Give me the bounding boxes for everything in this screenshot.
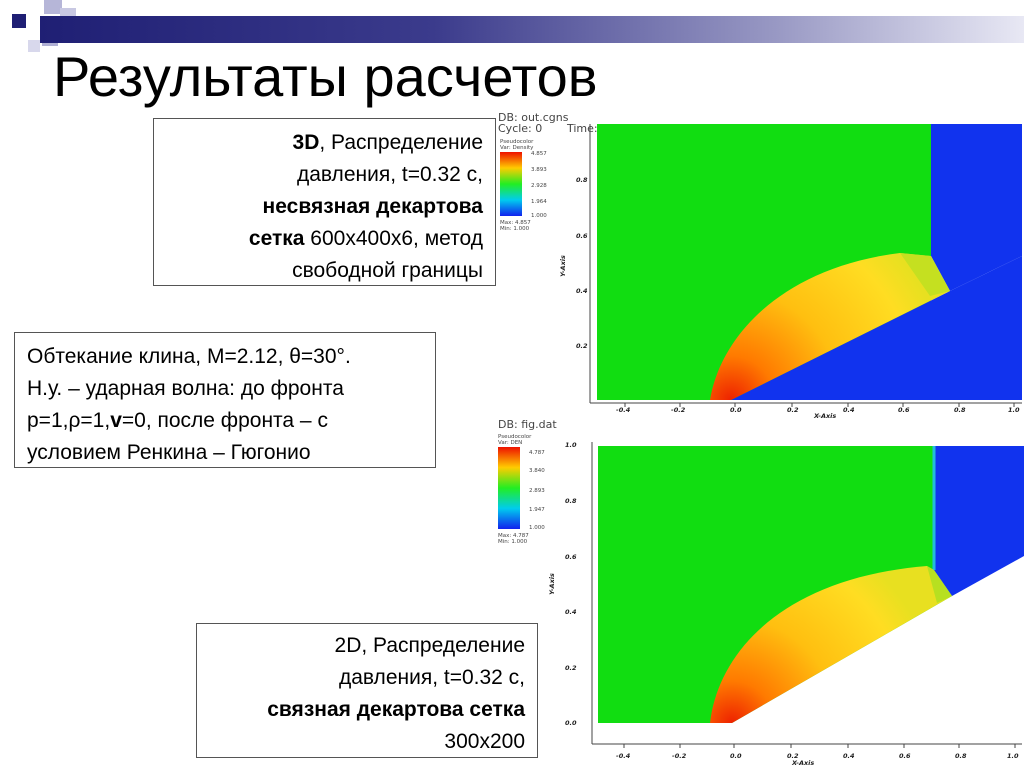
plot-bottom-db-label: DB: fig.dat	[498, 418, 557, 431]
box2d-line-4: 300x200	[444, 730, 525, 753]
plot-bottom-x-tick: -0.4	[616, 752, 631, 760]
box2d-line-1: 2D, Распределение	[334, 634, 525, 657]
plot-top-y-axis-label: Y-Axis	[558, 255, 567, 277]
plot-bottom-y-axis-label: Y-Axis	[547, 573, 556, 595]
text-box-2d: 2D, Распределение давления, t=0.32 с, св…	[196, 623, 538, 758]
plot-bottom-y-tick: 0.4	[565, 608, 577, 616]
plot-bottom-x-tick: 0.8	[955, 752, 967, 760]
plot-top-colorbar	[500, 152, 522, 216]
box3d-line-5: свободной границы	[292, 259, 483, 282]
plot-top-legend-var: Var: Density	[500, 145, 534, 151]
plot-top-x-tick: 0.0	[730, 406, 742, 414]
plot-top-x-tick: 0.4	[843, 406, 855, 414]
box3d-line-1: 3D, Распределение	[292, 131, 483, 154]
plot-bottom-y-tick: 0.6	[565, 553, 577, 561]
plot-bottom-max: Max: 4.787	[498, 533, 529, 539]
box3d-line-3: несвязная декартова	[262, 195, 483, 218]
plot-bottom-y-tick: 1.0	[565, 441, 577, 449]
plot-top-legend-tick: 4.857	[531, 151, 547, 157]
box3d-line-2: давления, t=0.32 с,	[296, 163, 483, 186]
plot-bottom-x-tick: 1.0	[1007, 752, 1019, 760]
plot-bottom-x-tick: -0.2	[672, 752, 687, 760]
plot-bottom-legend-type: Pseudocolor	[498, 434, 532, 440]
plot-bottom-min: Min: 1.000	[498, 539, 528, 545]
plot-top-x-tick: 0.6	[898, 406, 910, 414]
plot-bottom-x-tick: 0.6	[899, 752, 911, 760]
deco-square-lavender	[44, 0, 62, 14]
flow-line-3: p=1,ρ=1,v=0, после фронта – с	[27, 409, 328, 432]
plot-top-y-tick: 0.4	[576, 287, 588, 295]
text-box-flow-conditions: Обтекание клина, M=2.12, θ=30°. Н.у. – у…	[14, 332, 436, 468]
plot-top-legend-tick: 3.893	[531, 167, 547, 173]
plot-top-y-tick: 0.2	[576, 342, 588, 350]
plot-bottom-x-tick: 0.2	[787, 752, 799, 760]
flow-line-2: Н.у. – ударная волна: до фронта	[27, 377, 344, 400]
plot-bottom-y-tick: 0.0	[565, 719, 577, 727]
flow-line-4: условием Ренкина – Гюгонио	[27, 441, 311, 464]
plot-top-legend-tick: 2.928	[531, 183, 547, 189]
plot-bottom-x-tick: 0.0	[730, 752, 742, 760]
plot-bottom-field	[591, 442, 1024, 748]
plot-bottom-legend-tick: 3.840	[529, 468, 545, 474]
box2d-line-3: связная декартова сетка	[267, 698, 525, 721]
plot-bottom-legend-tick: 4.787	[529, 450, 545, 456]
slide-title: Результаты расчетов	[53, 45, 598, 108]
plot-bottom-x-axis-label: X-Axis	[792, 759, 815, 767]
plot-top-cycle-label: Cycle: 0	[498, 122, 543, 135]
plot-top-x-tick: -0.4	[616, 406, 631, 414]
plot-top-db-label: DB: out.cgns	[498, 111, 569, 124]
plot-top-y-tick: 0.8	[576, 176, 588, 184]
plot-top-x-tick: -0.2	[671, 406, 686, 414]
plot-top-x-tick: 0.2	[787, 406, 799, 414]
plot-top-x-axis-label: X-Axis	[814, 412, 837, 420]
box2d-line-2: давления, t=0.32 с,	[338, 666, 525, 689]
plot-top-legend-tick: 1.964	[531, 199, 547, 205]
deco-square-light	[28, 40, 40, 52]
plot-bottom-y-tick: 0.2	[565, 664, 577, 672]
plot-bottom-legend-tick: 1.000	[529, 525, 545, 531]
plot-top-time-label: Time:0	[567, 122, 605, 135]
plot-top-legend-type: Pseudocolor	[500, 139, 534, 145]
plot-top-max: Max: 4.857	[500, 220, 531, 226]
plot-top-x-tick: 0.8	[954, 406, 966, 414]
plot-bottom-legend-tick: 2.893	[529, 488, 545, 494]
flow-line-1: Обтекание клина, M=2.12, θ=30°.	[27, 345, 351, 368]
plot-bottom-legend-tick: 1.947	[529, 507, 545, 513]
plot-bottom-legend-var: Var: DEN	[498, 440, 523, 446]
box3d-line-4: сетка 600x400x6, метод	[248, 227, 483, 250]
deco-square-navy	[12, 14, 26, 28]
plot-top-y-tick: 0.6	[576, 232, 588, 240]
plot-top-min: Min: 1.000	[500, 226, 530, 232]
plot-top-field	[589, 124, 1022, 407]
title-accent-bar	[40, 16, 1024, 43]
plot-bottom-colorbar	[498, 447, 520, 529]
plot-bottom-y-tick: 0.8	[565, 497, 577, 505]
plot-top-legend-tick: 1.000	[531, 213, 547, 219]
text-box-3d: 3D, Распределение давления, t=0.32 с, не…	[153, 118, 496, 286]
plot-top-x-tick: 1.0	[1008, 406, 1020, 414]
plot-bottom-x-tick: 0.4	[843, 752, 855, 760]
